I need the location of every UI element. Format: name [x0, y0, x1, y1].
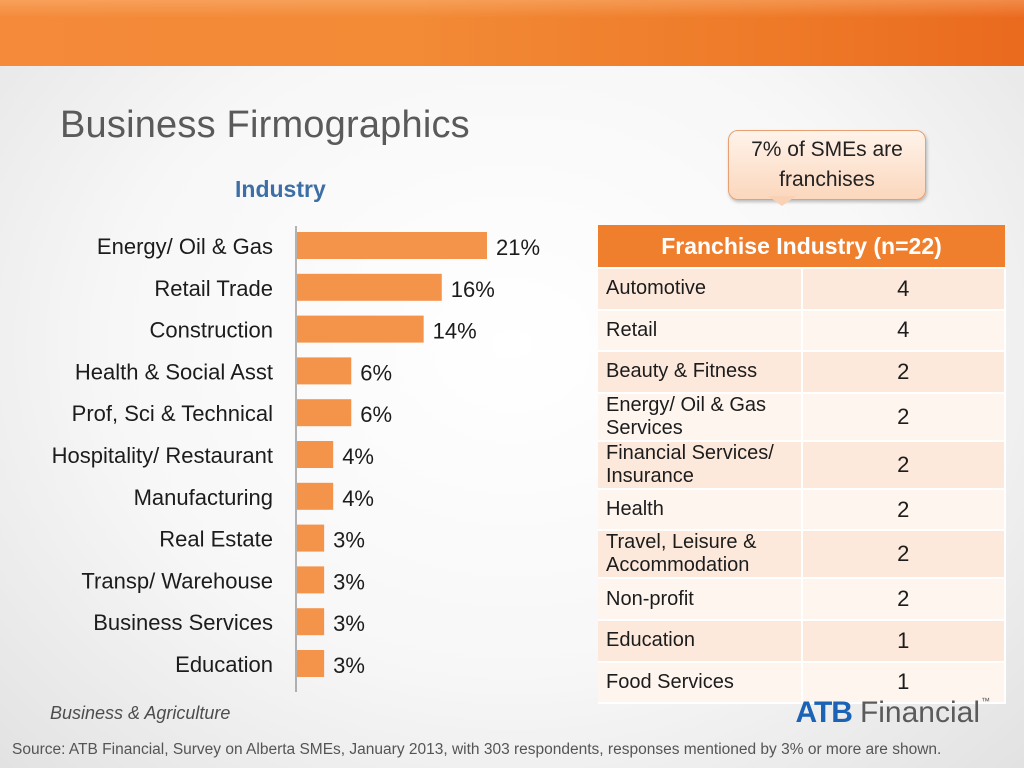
- table-header: Franchise Industry (n=22): [598, 225, 1005, 269]
- bar: [297, 608, 325, 636]
- bar: [297, 650, 325, 677]
- franchise-industry-table: Franchise Industry (n=22) Automotive 4 Ret…: [598, 225, 1006, 705]
- bar: [297, 399, 352, 427]
- source-note: Source: ATB Financial, Survey on Alberta…: [12, 741, 942, 758]
- count-cell: 1: [801, 619, 1006, 663]
- bar: [297, 273, 442, 301]
- bar: [297, 441, 334, 468]
- page-title: Business Firmographics: [60, 104, 470, 146]
- industry-cell: Financial Services/ Insurance: [598, 440, 803, 490]
- table-row: Health 2: [598, 488, 1006, 532]
- count-cell: 2: [801, 530, 1006, 580]
- category-label: Real Estate: [159, 527, 273, 552]
- value-label: 6%: [360, 402, 392, 427]
- value-label: 3%: [333, 528, 365, 553]
- chart-title: Industry: [235, 176, 326, 202]
- value-label: 3%: [333, 653, 365, 678]
- bar: [297, 524, 325, 552]
- bar: [297, 482, 334, 510]
- category-label: Prof, Sci & Technical: [72, 401, 273, 426]
- table-row: Education 1: [598, 619, 1006, 663]
- category-label: Health & Social Asst: [75, 359, 273, 384]
- bar: [297, 357, 352, 385]
- industry-cell: Travel, Leisure & Accommodation: [598, 530, 803, 580]
- count-cell: 2: [801, 351, 1006, 394]
- logo-atb-text: ATB: [795, 696, 853, 729]
- table-body: Automotive 4 Retail 4 Beauty & Fitness 2 Energ…: [598, 268, 1006, 705]
- category-label: Education: [175, 652, 273, 677]
- logo-financial-text: Financial: [859, 696, 980, 729]
- table-row: Automotive 4: [598, 268, 1006, 311]
- category-label: Manufacturing: [134, 485, 273, 510]
- industry-cell: Retail: [598, 309, 803, 353]
- count-cell: 2: [801, 488, 1006, 532]
- count-cell: 1: [801, 661, 1006, 705]
- value-label: 21%: [496, 235, 540, 260]
- value-label: 4%: [342, 486, 374, 511]
- bar: [297, 315, 424, 343]
- count-cell: 4: [801, 268, 1006, 311]
- value-label: 14%: [433, 319, 477, 344]
- table-row: Non-profit 2: [598, 578, 1006, 621]
- industry-cell: Beauty & Fitness: [598, 351, 803, 394]
- category-label: Transp/ Warehouse: [81, 568, 273, 593]
- bar: [297, 232, 487, 259]
- industry-cell: Education: [598, 619, 803, 663]
- count-cell: 2: [801, 392, 1006, 442]
- category-label: Retail Trade: [154, 276, 273, 301]
- count-cell: 4: [801, 309, 1006, 353]
- industry-cell: Health: [598, 488, 803, 532]
- category-label: Construction: [149, 318, 273, 343]
- table-row: Financial Services/ Insurance 2: [598, 440, 1006, 490]
- callout-text: 7% of SMEs are franchises: [751, 138, 903, 191]
- table-row: Energy/ Oil & Gas Services 2: [598, 392, 1006, 442]
- logo-trademark: ™: [981, 696, 990, 706]
- table-row: Beauty & Fitness 2: [598, 351, 1006, 394]
- count-cell: 2: [801, 578, 1006, 621]
- value-label: 3%: [333, 569, 365, 594]
- category-label: Energy/ Oil & Gas: [97, 234, 273, 259]
- industry-bar-chart: Energy/ Oil & Gas 21% Retail Trade 16% Const…: [52, 226, 540, 692]
- category-label: Hospitality/ Restaurant: [52, 443, 273, 468]
- bar: [297, 566, 325, 594]
- callout-pointer: [768, 196, 796, 206]
- value-label: 6%: [360, 360, 392, 385]
- count-cell: 2: [801, 440, 1006, 490]
- industry-cell: Food Services: [598, 661, 803, 705]
- industry-cell: Automotive: [598, 268, 803, 311]
- value-label: 3%: [333, 611, 365, 636]
- franchise-callout: 7% of SMEs are franchises: [728, 130, 926, 200]
- value-label: 16%: [451, 277, 495, 302]
- industry-cell: Energy/ Oil & Gas Services: [598, 392, 803, 442]
- industry-cell: Non-profit: [598, 578, 803, 621]
- value-label: 4%: [342, 444, 374, 469]
- table-row: Food Services 1: [598, 661, 1006, 705]
- table-row: Retail 4: [598, 309, 1006, 353]
- division-label: Business & Agriculture: [50, 703, 231, 723]
- atb-financial-logo: ATB Financial ™: [796, 696, 991, 730]
- top-banner: [0, 0, 1024, 66]
- table-row: Travel, Leisure & Accommodation 2: [598, 530, 1006, 580]
- category-label: Business Services: [93, 610, 273, 635]
